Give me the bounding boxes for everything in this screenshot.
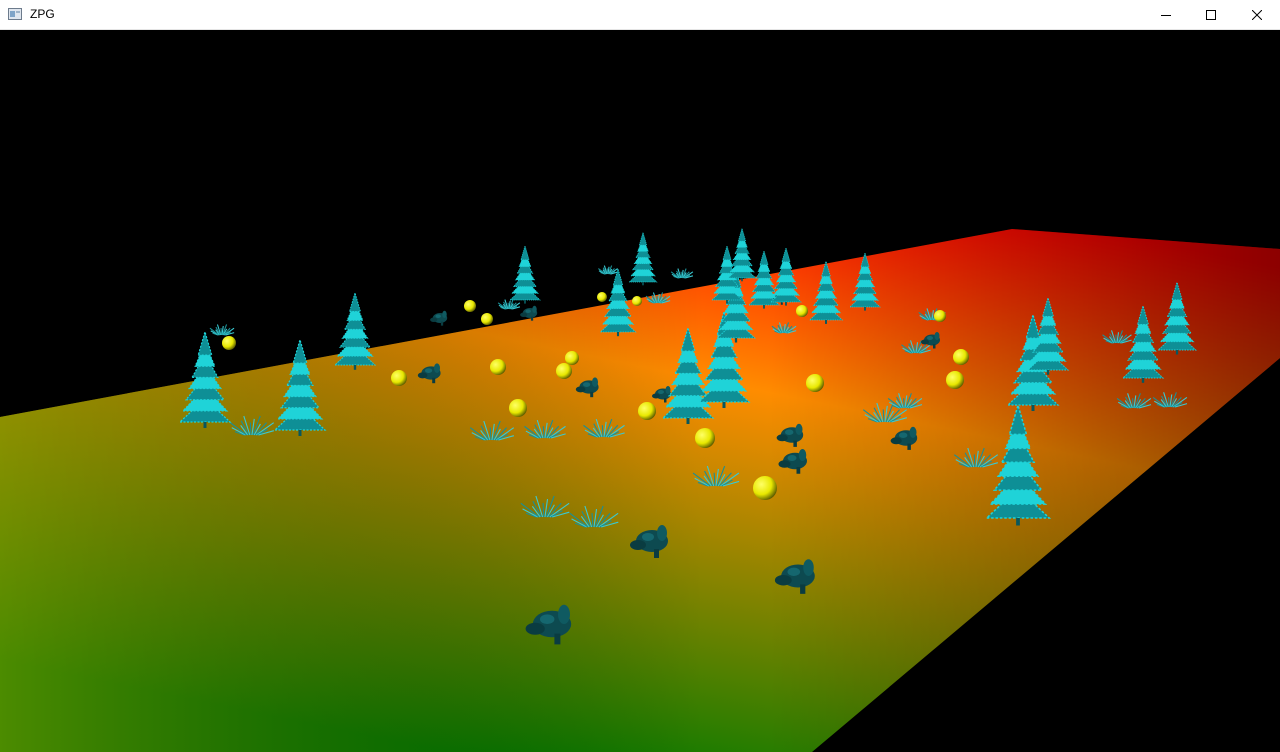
pine-tree-3 [509, 244, 541, 304]
pine-tree-1 [273, 337, 327, 436]
yellow-sphere-8 [597, 292, 607, 302]
yellow-sphere-9 [632, 296, 642, 306]
maximize-icon [1206, 9, 1216, 20]
grass-bush-7 [862, 402, 908, 423]
bunny-model-1 [417, 363, 441, 384]
pine-tree-0 [178, 329, 232, 428]
grass-bush-16 [1116, 393, 1152, 409]
bunny-model-6 [630, 525, 668, 558]
grass-bush-12 [645, 292, 671, 304]
grass-bush-18 [1102, 330, 1132, 344]
bunny-model-8 [525, 604, 572, 645]
ground-plane [0, 229, 1280, 752]
close-icon [1252, 9, 1262, 20]
grass-bush-9 [901, 340, 931, 354]
yellow-sphere-15 [934, 310, 946, 322]
grass-bush-17 [1152, 392, 1188, 408]
pine-tree-14 [849, 251, 881, 311]
minimize-button[interactable] [1143, 0, 1189, 29]
yellow-sphere-14 [806, 374, 824, 392]
yellow-sphere-7 [565, 351, 579, 365]
pine-tree-6 [661, 325, 715, 424]
window-titlebar[interactable]: ZPG [0, 0, 1280, 30]
grass-bush-11 [771, 322, 797, 334]
bunny-model-5 [778, 449, 807, 474]
grass-bush-2 [524, 419, 566, 439]
pine-tree-4 [628, 231, 658, 286]
bunny-model-11 [652, 386, 671, 403]
pine-tree-16 [1026, 296, 1070, 375]
yellow-sphere-11 [695, 428, 715, 448]
pine-tree-10 [727, 227, 757, 282]
pine-tree-18 [1157, 280, 1197, 355]
yellow-sphere-6 [556, 363, 572, 379]
pine-tree-5 [599, 267, 637, 337]
pine-tree-17 [1121, 304, 1165, 383]
bunny-model-2 [520, 305, 538, 321]
pine-tree-12 [770, 246, 802, 306]
pine-tree-2 [333, 291, 377, 370]
yellow-sphere-4 [490, 359, 506, 375]
pine-tree-13 [808, 259, 844, 324]
window-title: ZPG [30, 7, 55, 21]
maximize-button[interactable] [1188, 0, 1234, 29]
render-viewport[interactable] [0, 30, 1280, 752]
grass-bush-3 [583, 418, 625, 438]
pine-tree-11 [748, 249, 780, 309]
bunny-model-4 [776, 423, 804, 447]
grass-bush-0 [229, 415, 275, 436]
bunny-model-0 [430, 310, 448, 326]
grass-bush-13 [670, 268, 694, 279]
bunny-model-9 [921, 332, 940, 349]
grass-bush-19 [497, 299, 521, 310]
grass-bush-20 [209, 324, 235, 336]
minimize-icon [1161, 14, 1171, 16]
yellow-sphere-17 [953, 349, 969, 365]
yellow-sphere-16 [946, 371, 964, 389]
scene-canvas [0, 227, 1280, 752]
grass-bush-14 [598, 265, 618, 275]
close-button[interactable] [1234, 0, 1280, 29]
grass-bush-15 [953, 447, 999, 468]
grass-bush-4 [692, 465, 740, 487]
scene-objects [178, 227, 1197, 645]
grass-bush-5 [520, 495, 570, 518]
pine-tree-19 [984, 402, 1052, 526]
grass-bush-1 [469, 420, 515, 441]
yellow-sphere-10 [638, 402, 656, 420]
yellow-sphere-13 [796, 305, 808, 317]
app-icon [8, 8, 22, 20]
grass-bush-6 [569, 505, 619, 528]
yellow-sphere-0 [222, 336, 236, 350]
yellow-sphere-12 [753, 476, 777, 500]
bunny-model-3 [575, 377, 599, 398]
bunny-model-10 [890, 426, 918, 450]
yellow-sphere-2 [464, 300, 476, 312]
yellow-sphere-1 [391, 370, 407, 386]
bunny-model-7 [774, 559, 815, 594]
yellow-sphere-5 [509, 399, 527, 417]
grass-bush-8 [887, 393, 923, 409]
yellow-sphere-3 [481, 313, 493, 325]
